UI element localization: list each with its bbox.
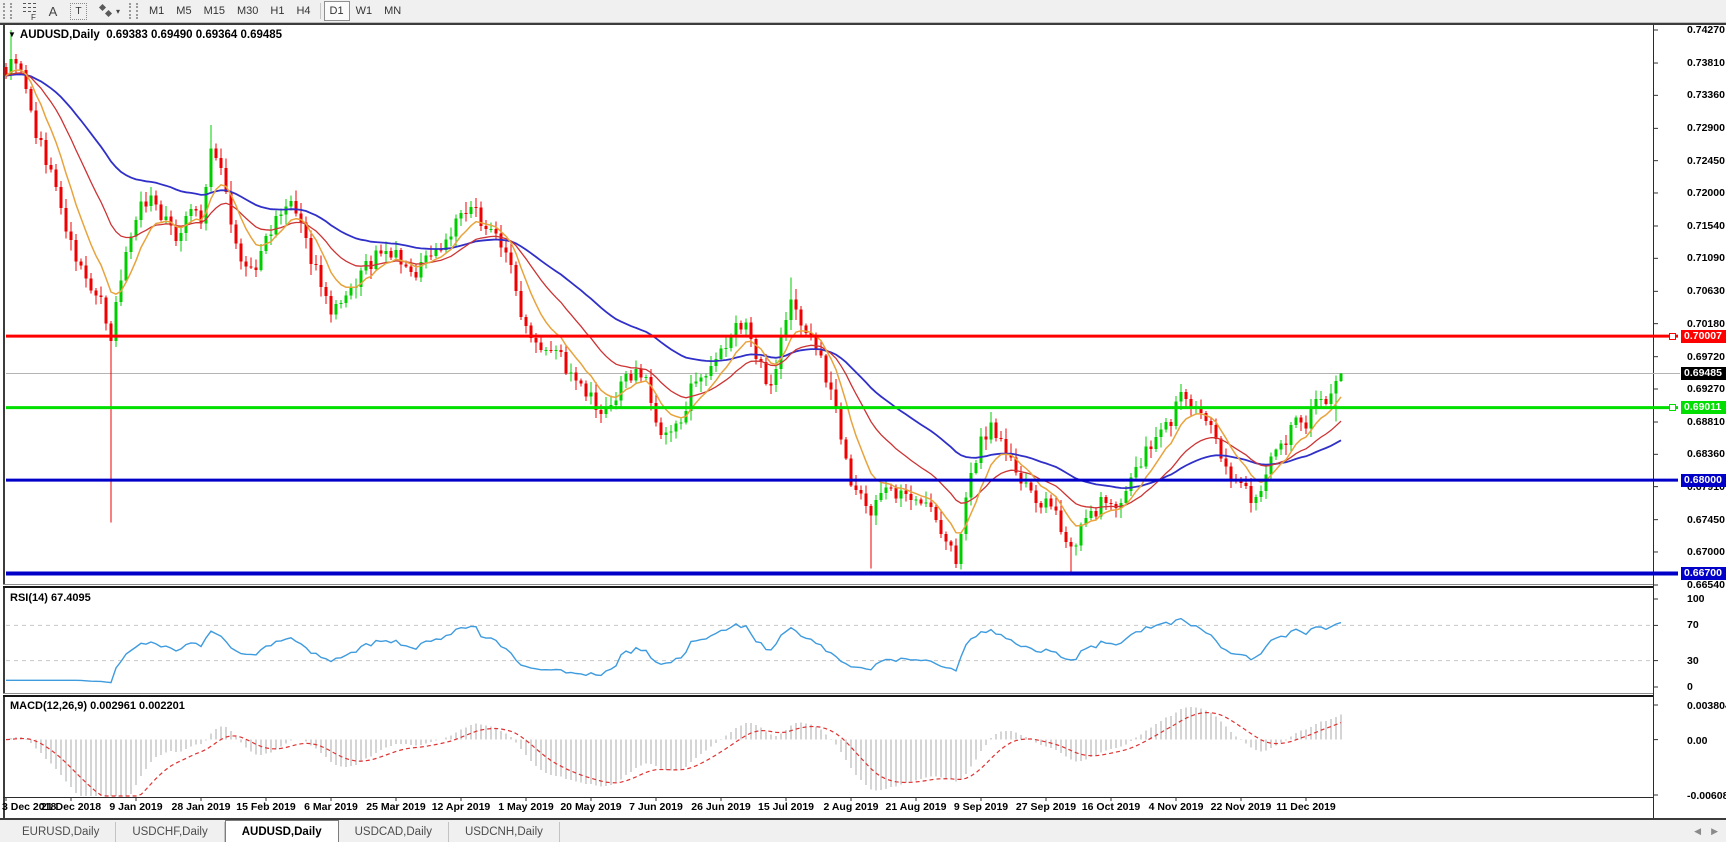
chevron-down-icon: ▾ <box>116 6 121 16</box>
panel-separator[interactable] <box>3 584 1653 588</box>
text-tool-icon: A <box>48 3 58 19</box>
period-button-m5[interactable]: M5 <box>176 5 192 17</box>
date-axis-label: 3 Dec 2018 <box>2 801 57 813</box>
text-tool-button[interactable]: A <box>42 1 64 21</box>
date-axis-label: 22 Nov 2019 <box>1210 801 1272 813</box>
price-line-badge: 0.66700 <box>1681 567 1726 580</box>
tab-usdcad-daily[interactable]: USDCAD,Daily <box>339 822 449 842</box>
toolbar-grip[interactable] <box>129 3 139 19</box>
price-axis-label: 0.66540 <box>1687 579 1725 591</box>
text-label-tool-button[interactable]: T <box>64 1 93 21</box>
period-button-h1[interactable]: H1 <box>270 5 285 17</box>
toolbar-grip[interactable] <box>3 3 12 19</box>
tab-usdcnh-daily[interactable]: USDCNH,Daily <box>449 822 560 842</box>
price-axis-label: 0.72900 <box>1687 122 1725 135</box>
tab-eurusd-daily[interactable]: EURUSD,Daily <box>6 822 117 842</box>
price-axis-label: 0.70630 <box>1687 285 1725 298</box>
panel-separator[interactable] <box>3 693 1653 697</box>
rsi-axis-label: 30 <box>1687 654 1699 667</box>
period-button-d1[interactable]: D1 <box>323 1 350 21</box>
date-axis-label: 15 Feb 2019 <box>236 801 296 813</box>
date-axis-label: 1 May 2019 <box>498 801 554 813</box>
price-axis-label: 0.72450 <box>1687 154 1725 167</box>
text-label-icon: T <box>70 2 87 20</box>
tab-audusd-daily[interactable]: AUDUSD,Daily <box>224 820 339 842</box>
date-axis-label: 9 Sep 2019 <box>953 801 1009 813</box>
macd-indicator-label: MACD(12,26,9) 0.002961 0.002201 <box>10 700 185 712</box>
price-axis-label: 0.68360 <box>1687 448 1725 461</box>
periods-toolbar: M1 M5 M15 M30 H1 H4 D1 W1 MN <box>143 1 407 21</box>
date-axis-border <box>3 797 1654 798</box>
period-button-m15[interactable]: M15 <box>203 5 225 17</box>
toolbar: F A T ▾ M1 M5 M15 M30 H1 H4 D1 W1 MN <box>0 0 1726 23</box>
date-axis-label: 9 Jan 2019 <box>109 801 163 813</box>
toolbar-separator <box>319 3 321 19</box>
date-axis-label: 27 Sep 2019 <box>1015 801 1077 813</box>
rsi-indicator-label: RSI(14) 67.4095 <box>10 592 91 604</box>
price-axis-label: 0.68810 <box>1687 416 1725 429</box>
date-axis-label: 6 Mar 2019 <box>304 801 358 813</box>
date-axis-label: 11 Dec 2019 <box>1276 801 1336 813</box>
period-button-m1[interactable]: M1 <box>149 5 165 17</box>
date-axis-label: 2 Aug 2019 <box>823 801 879 813</box>
macd-axis-label: 0.003804 <box>1687 700 1726 712</box>
price-axis-label: 0.69720 <box>1687 350 1725 363</box>
price-line-badge: 0.70007 <box>1681 329 1726 343</box>
period-button-m30[interactable]: M30 <box>236 5 259 17</box>
price-axis-label: 0.69270 <box>1687 382 1725 395</box>
price-axis-label: 0.67000 <box>1687 545 1725 558</box>
arrows-tool-button[interactable]: ▾ <box>93 1 126 21</box>
chart-dropdown-icon[interactable]: ▼ <box>8 30 16 39</box>
period-button-h4[interactable]: H4 <box>296 5 311 17</box>
date-axis-label: 7 Jun 2019 <box>629 801 683 813</box>
date-axis-label: 16 Oct 2019 <box>1081 801 1141 813</box>
price-axis-border <box>1653 25 1654 818</box>
hline-handle[interactable] <box>1669 332 1676 340</box>
chart-frame-left <box>3 25 5 818</box>
date-axis-label: 26 Jun 2019 <box>691 801 751 813</box>
period-button-w1[interactable]: W1 <box>355 5 373 17</box>
tab-usdchf-daily[interactable]: USDCHF,Daily <box>116 822 225 842</box>
date-axis-label: 12 Apr 2019 <box>431 801 491 813</box>
price-axis-label: 0.70180 <box>1687 317 1725 330</box>
date-axis-label: 28 Jan 2019 <box>171 801 231 813</box>
rsi-axis-label: 70 <box>1687 619 1699 632</box>
price-line-badge: 0.69011 <box>1681 401 1726 415</box>
chart-frame-top <box>0 23 1726 25</box>
chart-client-area[interactable] <box>0 25 1726 818</box>
date-axis-label: 15 Jul 2019 <box>757 801 815 813</box>
date-axis-label: 21 Dec 2018 <box>40 801 102 813</box>
price-axis-label: 0.71540 <box>1687 220 1725 232</box>
chart-symbol-label: ▼ AUDUSD,Daily 0.69383 0.69490 0.69364 0.… <box>8 29 283 41</box>
macd-axis-label: 0.00 <box>1687 734 1708 747</box>
chart-ohlc-readout: 0.69383 0.69490 0.69364 0.69485 <box>106 29 283 41</box>
rsi-axis-label: 0 <box>1687 681 1693 693</box>
date-axis-label: 25 Mar 2019 <box>366 801 426 813</box>
arrows-icon <box>98 3 113 18</box>
macd-axis-label: -0.006087 <box>1687 790 1726 802</box>
chart-frame-bottom <box>0 818 1726 820</box>
date-axis-label: 20 May 2019 <box>560 801 622 813</box>
rsi-axis-label: 100 <box>1687 593 1705 605</box>
bid-price-badge: 0.69485 <box>1681 367 1726 381</box>
price-axis-label: 0.72000 <box>1687 186 1725 199</box>
date-axis-label: 4 Nov 2019 <box>1148 801 1204 813</box>
price-axis-label: 0.71090 <box>1687 252 1725 265</box>
price-axis-label: 0.67450 <box>1687 513 1725 526</box>
fibonacci-icon: F <box>23 2 36 21</box>
price-axis-label: 0.74270 <box>1687 24 1725 36</box>
tab-scroll-left-button[interactable]: ◀ <box>1694 825 1702 836</box>
tab-scroll-right-button[interactable]: ▶ <box>1711 825 1718 836</box>
symbol-tab-bar: EURUSD,Daily USDCHF,Daily AUDUSD,Daily U… <box>0 820 1726 842</box>
period-button-mn[interactable]: MN <box>384 5 402 17</box>
price-axis-label: 0.73810 <box>1687 57 1725 70</box>
price-axis-label: 0.73360 <box>1687 89 1725 102</box>
hline-handle[interactable] <box>1669 404 1676 412</box>
date-axis-label: 21 Aug 2019 <box>885 801 947 813</box>
fibonacci-tool-button[interactable]: F <box>17 1 42 21</box>
price-line-badge: 0.68000 <box>1681 473 1726 487</box>
